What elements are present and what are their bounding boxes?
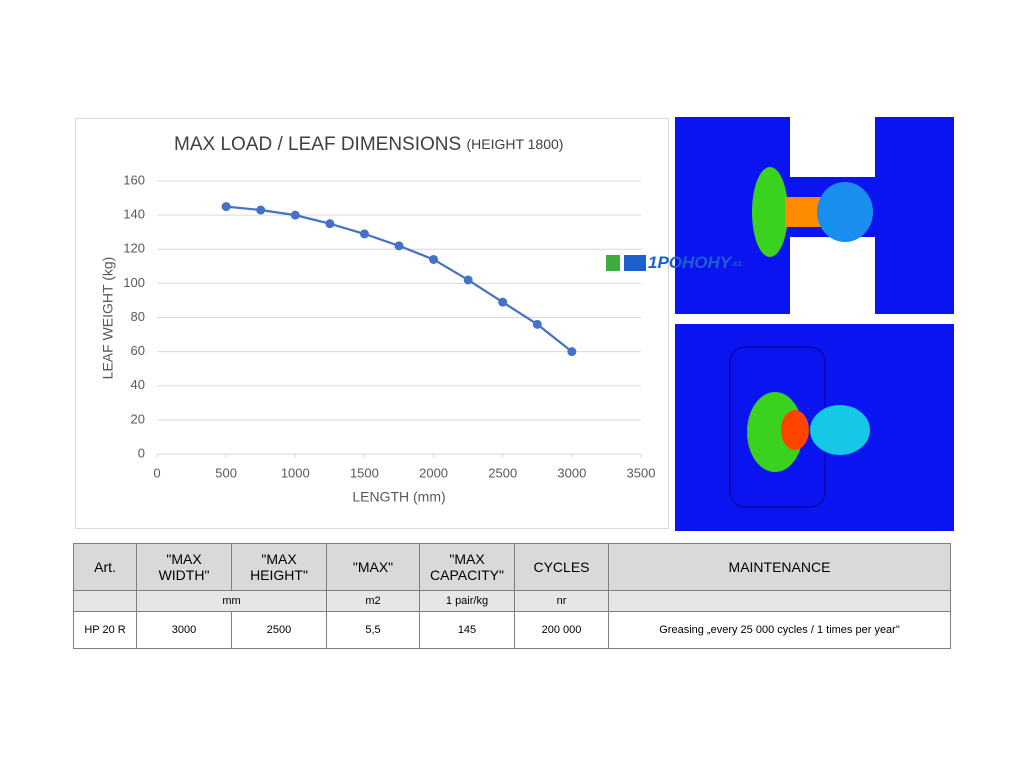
header-cell: Art.	[73, 543, 137, 591]
cell: 145	[419, 611, 515, 649]
y-tick-label: 80	[131, 309, 145, 324]
spec-table: Art. "MAX WIDTH" "MAX HEIGHT" "MAX" "MAX…	[73, 543, 951, 649]
y-tick-label: 140	[123, 207, 145, 222]
y-tick-label: 60	[131, 343, 145, 358]
subtitle: (HEIGHT 1800)	[466, 136, 563, 152]
x-axis-label: LENGTH (mm)	[352, 489, 445, 505]
chart: MAX LOAD / LEAF DIMENSIONS (HEIGHT 1800)…	[75, 118, 669, 529]
header-cell: CYCLES	[514, 543, 609, 591]
point	[394, 241, 404, 251]
x-tick-label: 1500	[350, 465, 379, 480]
unit-cell	[73, 590, 137, 612]
stress	[810, 405, 870, 455]
y-axis-label: LEAF WEIGHT (kg)	[100, 257, 116, 380]
chart-title: MAX LOAD / LEAF DIMENSIONS (HEIGHT 1800)	[174, 134, 563, 155]
title: MAX LOAD / LEAF DIMENSIONS	[174, 134, 461, 155]
point	[429, 254, 439, 264]
y-tick-label: 160	[123, 172, 145, 187]
cell: 2500	[231, 611, 327, 649]
logo-icon	[606, 255, 646, 271]
y-tick-label: 0	[138, 445, 145, 460]
logo-text: 1POHOHY	[648, 253, 732, 272]
unit-cell	[608, 590, 951, 612]
point	[221, 202, 231, 212]
fea-images	[675, 117, 954, 531]
units-row: mm m2 1 pair/kg nr	[73, 590, 951, 612]
x-tick-label: 500	[215, 465, 237, 480]
point	[290, 210, 300, 220]
stress	[817, 182, 873, 242]
x-tick-label: 2000	[419, 465, 448, 480]
header-row: Art. "MAX WIDTH" "MAX HEIGHT" "MAX" "MAX…	[73, 543, 951, 591]
logo: 1POHOHY .cz	[606, 253, 742, 273]
x-tick-label: 3500	[627, 465, 656, 480]
chart-frame	[75, 118, 669, 529]
header-cell: "MAX"	[326, 543, 420, 591]
point	[359, 229, 369, 239]
unit-cell: m2	[326, 590, 420, 612]
y-tick-label: 40	[131, 377, 145, 392]
point	[325, 219, 335, 229]
stress-hot	[781, 410, 809, 450]
point	[567, 347, 577, 357]
point	[498, 297, 508, 307]
header-cell: "MAX HEIGHT"	[231, 543, 327, 591]
cell: 5,5	[326, 611, 420, 649]
header-cell: "MAX WIDTH"	[136, 543, 232, 591]
y-tick-label: 20	[131, 411, 145, 426]
cell: 3000	[136, 611, 232, 649]
data-row: HP 20 R 3000 2500 5,5 145 200 000 Greasi…	[73, 611, 951, 649]
y-tick-label: 100	[123, 275, 145, 290]
unit-cell: mm	[136, 590, 327, 612]
point	[256, 205, 266, 215]
cell: Greasing „every 25 000 cycles / 1 times …	[608, 611, 951, 649]
x-tick-label: 3000	[557, 465, 586, 480]
cell: 200 000	[514, 611, 609, 649]
unit-cell: nr	[514, 590, 609, 612]
header-cell: MAINTENANCE	[608, 543, 951, 591]
point	[463, 275, 473, 285]
x-tick-label: 0	[153, 465, 160, 480]
stress	[752, 167, 788, 257]
y-tick-label: 120	[123, 241, 145, 256]
cell: HP 20 R	[73, 611, 137, 649]
point	[532, 319, 542, 329]
x-tick-label: 2500	[488, 465, 517, 480]
unit-cell: 1 pair/kg	[419, 590, 515, 612]
header-cell: "MAX CAPACITY"	[419, 543, 515, 591]
x-tick-label: 1000	[281, 465, 310, 480]
logo-suffix: .cz	[731, 258, 742, 268]
